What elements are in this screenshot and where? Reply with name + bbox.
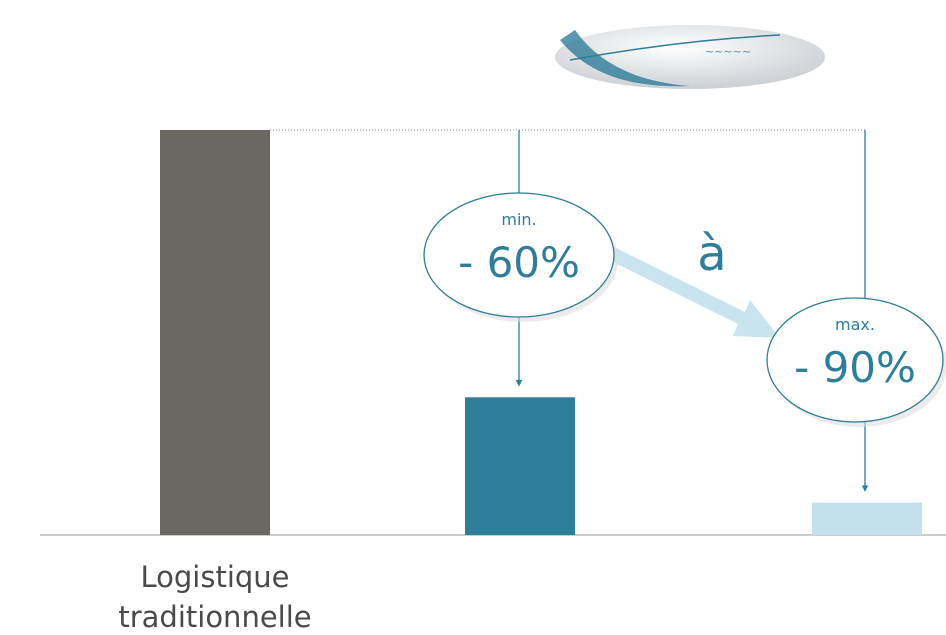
bar: [465, 397, 575, 535]
connector-arrow: [593, 240, 780, 338]
airship-illustration: ~~~~~: [555, 25, 825, 89]
bar: [160, 130, 270, 535]
callout-big-text: - 60%: [458, 238, 580, 287]
bar: [812, 502, 922, 535]
callout-bubble: [766, 297, 944, 423]
svg-text:~~~~~: ~~~~~: [705, 45, 751, 58]
callout-small-text: max.: [835, 315, 875, 334]
callout-big-text: - 90%: [794, 343, 916, 392]
category-label: Logistique traditionnelle: [118, 560, 312, 634]
connector-text: à: [697, 226, 726, 282]
callout-bubble: [423, 192, 615, 318]
callout-small-text: min.: [501, 210, 536, 229]
